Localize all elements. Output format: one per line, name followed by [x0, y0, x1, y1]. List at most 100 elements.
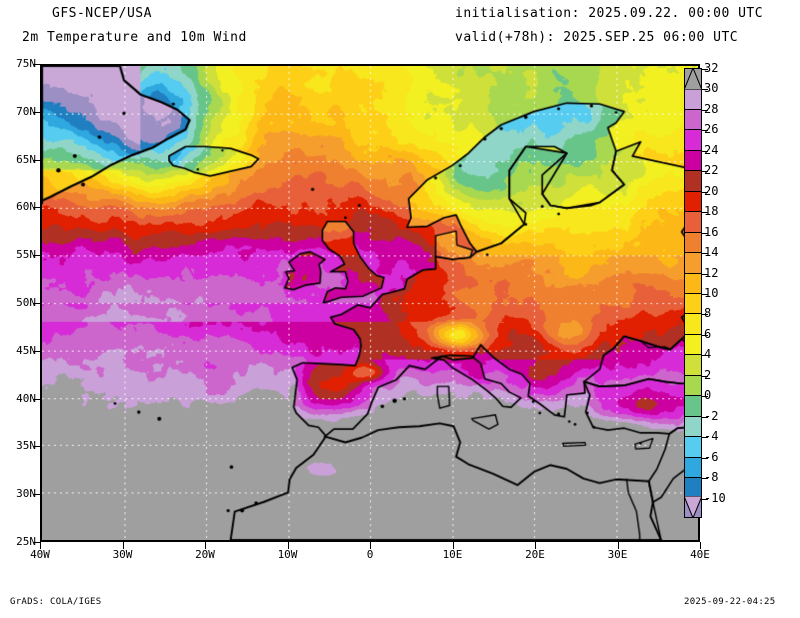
colorbar-label-26: 26: [704, 122, 719, 137]
colorbar-tick: [702, 396, 708, 398]
colorbar-label-0: 0: [704, 388, 712, 403]
lon-tick: [40, 542, 41, 549]
colorbar-tick: [702, 314, 708, 316]
colorbar-label-20: 20: [704, 183, 719, 198]
lon-label-20W: 20W: [195, 548, 215, 561]
colorbar-swatch: [684, 252, 702, 273]
grads-credit: GrADS: COLA/IGES: [10, 597, 102, 607]
colorbar-label--2: -2: [704, 408, 719, 423]
lat-label-50N: 50N: [16, 296, 36, 309]
lat-tick: [33, 159, 40, 161]
temperature-field-canvas: [42, 66, 698, 540]
lon-label-0: 0: [366, 548, 374, 561]
lat-tick: [33, 446, 40, 448]
lon-tick: [617, 542, 619, 549]
lat-label-75N: 75N: [16, 57, 36, 70]
lat-tick: [33, 64, 40, 65]
lon-label-10E: 10E: [442, 548, 463, 561]
colorbar-tick: [702, 416, 708, 418]
colorbar-label-14: 14: [704, 245, 719, 260]
model-title: GFS-NCEP/USA: [52, 6, 152, 21]
colorbar-tick: [702, 355, 708, 357]
lat-label-30N: 30N: [16, 487, 36, 501]
lon-label-30E: 30E: [607, 548, 628, 561]
colorbar-tick: [702, 69, 708, 70]
colorbar-label-30: 30: [704, 81, 719, 96]
valid-time: valid(+78h): 2025.SEP.25 06:00 UTC: [455, 30, 739, 45]
lon-label-40W: 40W: [30, 548, 50, 561]
colorbar-swatch: [684, 108, 702, 130]
colorbar-swatch: [684, 333, 702, 355]
lon-tick: [287, 542, 289, 549]
colorbar-label-6: 6: [704, 326, 712, 341]
colorbar-swatch: [684, 231, 702, 253]
colorbar-tick: [702, 130, 708, 132]
colorbar-swatch: [684, 313, 702, 334]
lat-tick: [33, 398, 40, 400]
colorbar-swatch: [684, 354, 702, 375]
lat-tick: [33, 303, 40, 304]
temperature-colorbar: [684, 68, 702, 518]
colorbar-label-28: 28: [704, 101, 719, 116]
lat-label-45N: 45N: [16, 343, 36, 357]
lon-label-20E: 20E: [525, 548, 545, 561]
colorbar-swatch: [684, 293, 702, 314]
colorbar-swatch: [684, 170, 702, 191]
colorbar-high-extend-arrow: [684, 68, 702, 90]
lat-tick: [33, 207, 40, 209]
colorbar-tick: [702, 478, 708, 480]
lat-tick: [33, 494, 40, 496]
lat-tick: [33, 255, 40, 257]
colorbar-tick: [702, 171, 708, 173]
colorbar-swatch: [684, 395, 702, 416]
lat-label-60N: 60N: [16, 200, 36, 214]
colorbar-swatch: [684, 129, 702, 150]
lat-label-35N: 35N: [16, 439, 36, 453]
colorbar-label-24: 24: [704, 142, 719, 157]
field-title: 2m Temperature and 10m Wind: [22, 30, 247, 45]
colorbar-label-16: 16: [704, 224, 719, 239]
colorbar-tick: [702, 273, 708, 275]
lon-tick: [535, 542, 536, 549]
colorbar-tick: [702, 437, 708, 439]
lat-label-25N: 25N: [16, 535, 36, 548]
colorbar-tick: [702, 294, 708, 295]
lon-tick: [370, 542, 371, 549]
colorbar-swatch: [684, 374, 702, 396]
temperature-map-plot: [40, 64, 700, 542]
colorbar-tick: [702, 109, 708, 111]
colorbar-tick: [702, 89, 708, 91]
colorbar-swatch: [684, 456, 702, 478]
lat-tick: [33, 350, 40, 352]
colorbar-tick: [702, 232, 708, 234]
colorbar-label--6: -6: [704, 449, 719, 464]
colorbar-swatch: [684, 272, 702, 293]
colorbar-swatch: [684, 190, 702, 212]
colorbar-tick: [702, 191, 708, 193]
colorbar-label-18: 18: [704, 204, 719, 219]
colorbar-label-4: 4: [704, 347, 712, 362]
lon-tick: [700, 542, 701, 549]
colorbar-tick: [702, 253, 708, 255]
colorbar-low-extend-arrow: [684, 496, 702, 518]
colorbar-tick: [702, 212, 708, 214]
colorbar-tick: [702, 375, 708, 377]
lon-label-10W: 10W: [277, 548, 298, 561]
lat-label-40N: 40N: [16, 391, 36, 405]
colorbar-swatch: [684, 477, 702, 498]
lat-tick: [33, 111, 40, 113]
colorbar-swatch: [684, 436, 702, 457]
colorbar-swatch: [684, 211, 702, 232]
colorbar-swatch: [684, 415, 702, 437]
lon-label-40E: 40E: [690, 548, 710, 561]
colorbar-swatch: [684, 88, 702, 109]
colorbar-label--8: -8: [704, 470, 719, 485]
lat-label-65N: 65N: [16, 152, 36, 166]
lat-label-55N: 55N: [16, 248, 36, 262]
lat-tick: [33, 542, 40, 543]
colorbar-tick: [702, 457, 708, 459]
colorbar-label--4: -4: [704, 429, 719, 444]
colorbar-tick: [702, 498, 708, 500]
initialisation-time: initialisation: 2025.09.22. 00:00 UTC: [455, 6, 764, 21]
colorbar-swatch: [684, 149, 702, 171]
